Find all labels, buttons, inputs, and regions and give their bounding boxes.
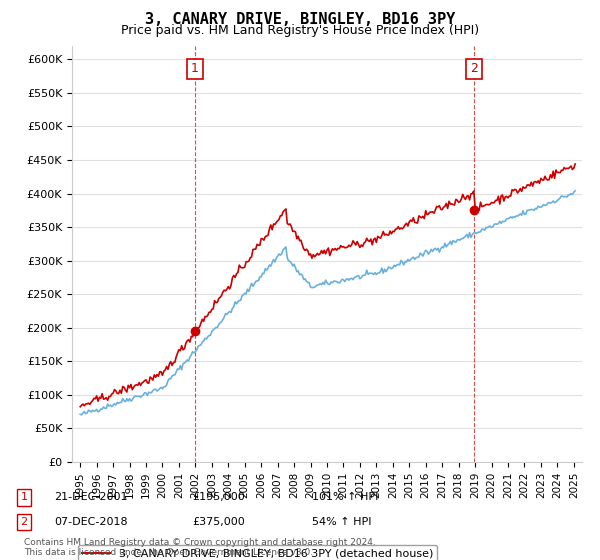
Legend: 3, CANARY DRIVE, BINGLEY, BD16 3PY (detached house), HPI: Average price, detache: 3, CANARY DRIVE, BINGLEY, BD16 3PY (deta… [77,544,437,560]
Text: £195,000: £195,000 [192,492,245,502]
Text: 2: 2 [470,62,478,75]
Text: 54% ↑ HPI: 54% ↑ HPI [312,517,371,527]
Text: 1: 1 [191,62,199,75]
Text: Contains HM Land Registry data © Crown copyright and database right 2024.
This d: Contains HM Land Registry data © Crown c… [24,538,376,557]
Text: 101% ↑ HPI: 101% ↑ HPI [312,492,379,502]
Text: 21-DEC-2001: 21-DEC-2001 [54,492,128,502]
Text: 3, CANARY DRIVE, BINGLEY, BD16 3PY: 3, CANARY DRIVE, BINGLEY, BD16 3PY [145,12,455,27]
Text: 07-DEC-2018: 07-DEC-2018 [54,517,128,527]
Text: £375,000: £375,000 [192,517,245,527]
Text: Price paid vs. HM Land Registry's House Price Index (HPI): Price paid vs. HM Land Registry's House … [121,24,479,37]
Text: 1: 1 [20,492,28,502]
Text: 2: 2 [20,517,28,527]
